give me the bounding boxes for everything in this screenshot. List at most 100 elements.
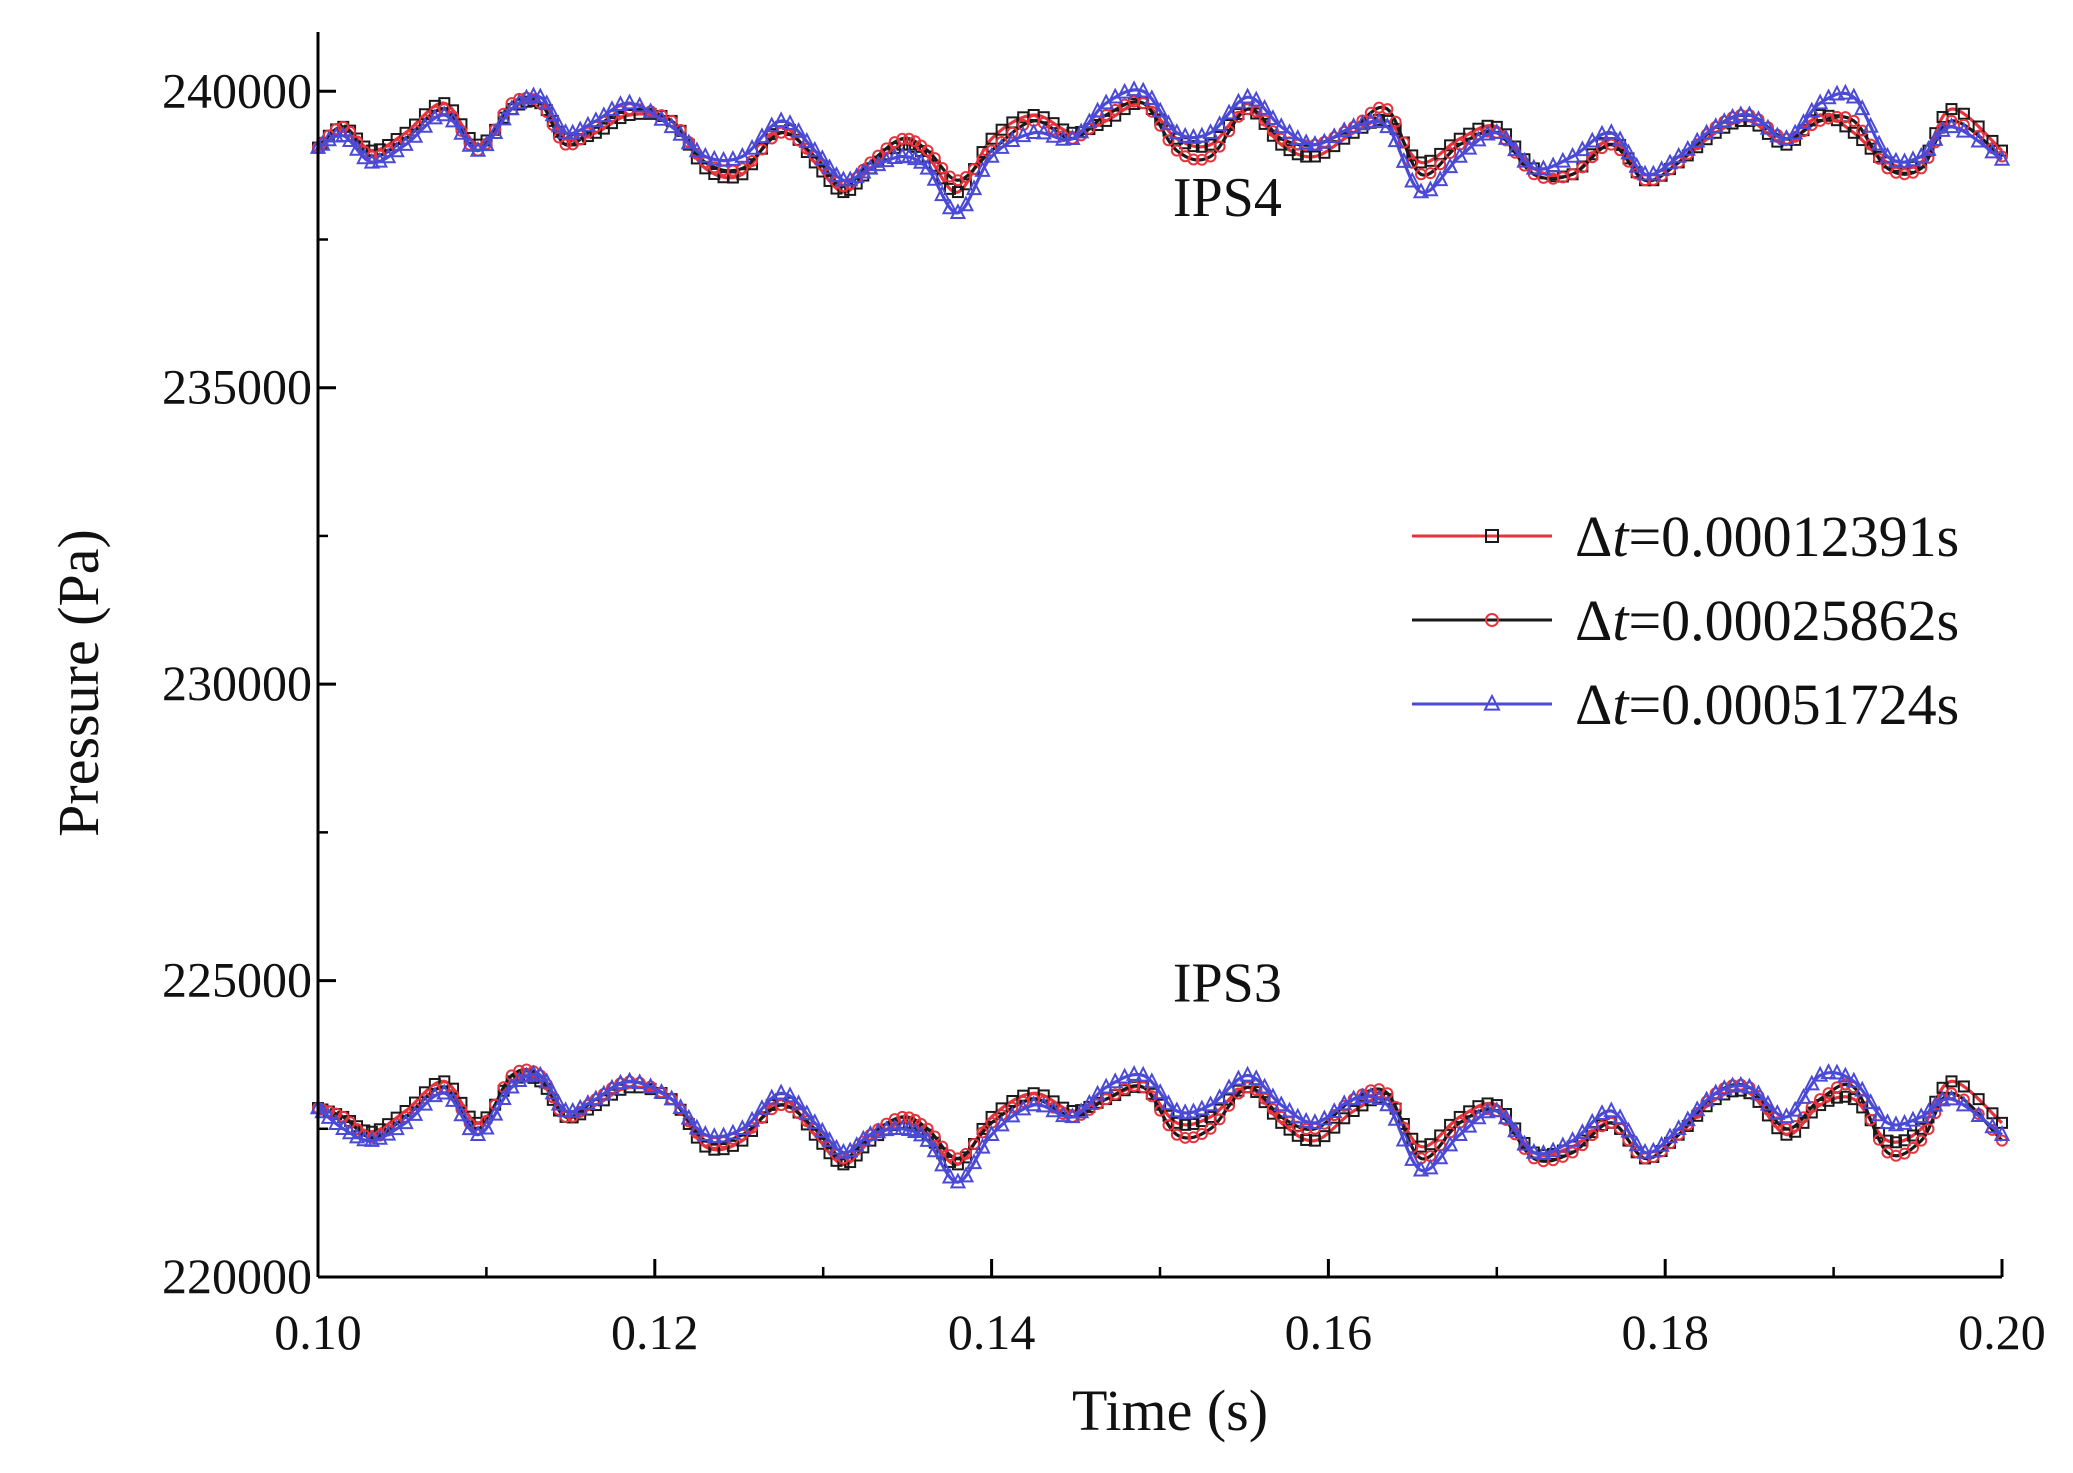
data-point bbox=[790, 122, 807, 138]
data-point bbox=[1143, 1072, 1160, 1089]
data-point bbox=[1211, 1088, 1228, 1105]
data-point bbox=[1584, 1112, 1601, 1129]
data-point bbox=[1441, 1135, 1459, 1152]
data-point bbox=[559, 138, 572, 151]
data-point bbox=[806, 1113, 823, 1130]
annotation-ips3: IPS3 bbox=[1173, 952, 1282, 1014]
data-point bbox=[1177, 1103, 1194, 1120]
data-point bbox=[1679, 139, 1696, 156]
legend: Δt=0.00012391sΔt=0.00025862sΔt=0.0005172… bbox=[1412, 504, 1959, 737]
data-point bbox=[1566, 168, 1579, 181]
data-point bbox=[1889, 1136, 1902, 1149]
data-point bbox=[974, 160, 991, 177]
data-point bbox=[1160, 1094, 1177, 1111]
data-point bbox=[1873, 1133, 1886, 1146]
data-point bbox=[1845, 1071, 1862, 1088]
data-point bbox=[1636, 164, 1654, 181]
data-point bbox=[1135, 1065, 1152, 1082]
data-point bbox=[828, 166, 845, 182]
data-point bbox=[1593, 1104, 1611, 1121]
data-point bbox=[1362, 111, 1379, 128]
data-point bbox=[1488, 123, 1505, 140]
data-point bbox=[1873, 152, 1886, 165]
data-point bbox=[1856, 124, 1869, 137]
data-point bbox=[663, 1089, 680, 1106]
legend-label: Δt=0.00051724s bbox=[1575, 672, 1959, 737]
data-point bbox=[1258, 114, 1271, 127]
data-point bbox=[1154, 119, 1167, 132]
data-point bbox=[406, 126, 424, 143]
data-point bbox=[806, 140, 823, 157]
data-point bbox=[1432, 170, 1449, 187]
data-point bbox=[572, 1098, 589, 1115]
data-point bbox=[511, 1071, 528, 1087]
legend-marker bbox=[1485, 529, 1499, 543]
data-point bbox=[753, 127, 771, 144]
legend-marker bbox=[1483, 693, 1501, 711]
legend-label-prefix: Δ bbox=[1575, 672, 1612, 737]
data-point bbox=[1564, 1130, 1581, 1147]
y-tick-label: 220000 bbox=[162, 1248, 312, 1304]
data-point bbox=[1803, 1074, 1820, 1091]
data-point bbox=[1232, 110, 1245, 123]
data-point bbox=[1943, 117, 1960, 134]
data-point bbox=[926, 169, 943, 186]
data-point bbox=[912, 1125, 930, 1142]
legend-label-prefix: Δ bbox=[1575, 588, 1612, 653]
data-point bbox=[1362, 1086, 1379, 1103]
data-point bbox=[1889, 1149, 1902, 1162]
data-point bbox=[1045, 1101, 1062, 1118]
data-point bbox=[327, 1114, 345, 1130]
data-point bbox=[1993, 1125, 2011, 1141]
data-point bbox=[1318, 1130, 1331, 1143]
data-point bbox=[1316, 1109, 1333, 1126]
data-point bbox=[965, 179, 983, 196]
data-point bbox=[1281, 1101, 1298, 1118]
data-point bbox=[1170, 1116, 1183, 1129]
data-point bbox=[943, 182, 956, 195]
data-point bbox=[1422, 1158, 1439, 1175]
data-point bbox=[1628, 156, 1645, 173]
data-point bbox=[335, 126, 352, 142]
data-point bbox=[1732, 1075, 1749, 1092]
data-point bbox=[1670, 1119, 1687, 1136]
data-point bbox=[1328, 1121, 1341, 1134]
data-point bbox=[1820, 1063, 1837, 1079]
data-point bbox=[1025, 1095, 1042, 1112]
data-point bbox=[872, 149, 885, 162]
series-ips3-triangle bbox=[309, 1063, 2011, 1189]
data-point bbox=[1395, 1130, 1412, 1147]
data-point bbox=[672, 1098, 689, 1114]
data-point bbox=[1300, 150, 1313, 163]
data-point bbox=[330, 122, 343, 135]
data-point bbox=[1945, 103, 1958, 116]
data-point bbox=[1927, 129, 1944, 146]
data-point bbox=[1970, 1106, 1987, 1123]
data-point bbox=[1179, 1131, 1192, 1144]
data-point bbox=[1017, 1095, 1030, 1108]
data-point bbox=[1724, 1076, 1741, 1093]
data-point bbox=[1507, 1121, 1524, 1138]
data-point bbox=[1100, 109, 1113, 121]
data-point bbox=[983, 1125, 1000, 1141]
data-point bbox=[1441, 157, 1459, 174]
data-point bbox=[697, 146, 714, 163]
data-point bbox=[1927, 1095, 1944, 1112]
data-point bbox=[631, 1073, 648, 1090]
data-point bbox=[1898, 168, 1911, 181]
data-point bbox=[983, 146, 1000, 163]
data-point bbox=[814, 149, 831, 166]
data-point bbox=[1125, 1064, 1143, 1081]
data-point bbox=[1814, 1093, 1827, 1106]
data-point bbox=[1576, 161, 1589, 174]
data-point bbox=[1432, 1148, 1449, 1165]
data-point bbox=[320, 1107, 337, 1124]
data-point bbox=[1345, 1089, 1362, 1106]
data-point bbox=[743, 138, 761, 155]
data-point bbox=[1881, 1134, 1894, 1147]
data-point bbox=[1179, 1118, 1192, 1131]
data-point bbox=[1915, 1134, 1928, 1147]
data-point bbox=[1984, 1117, 2001, 1134]
